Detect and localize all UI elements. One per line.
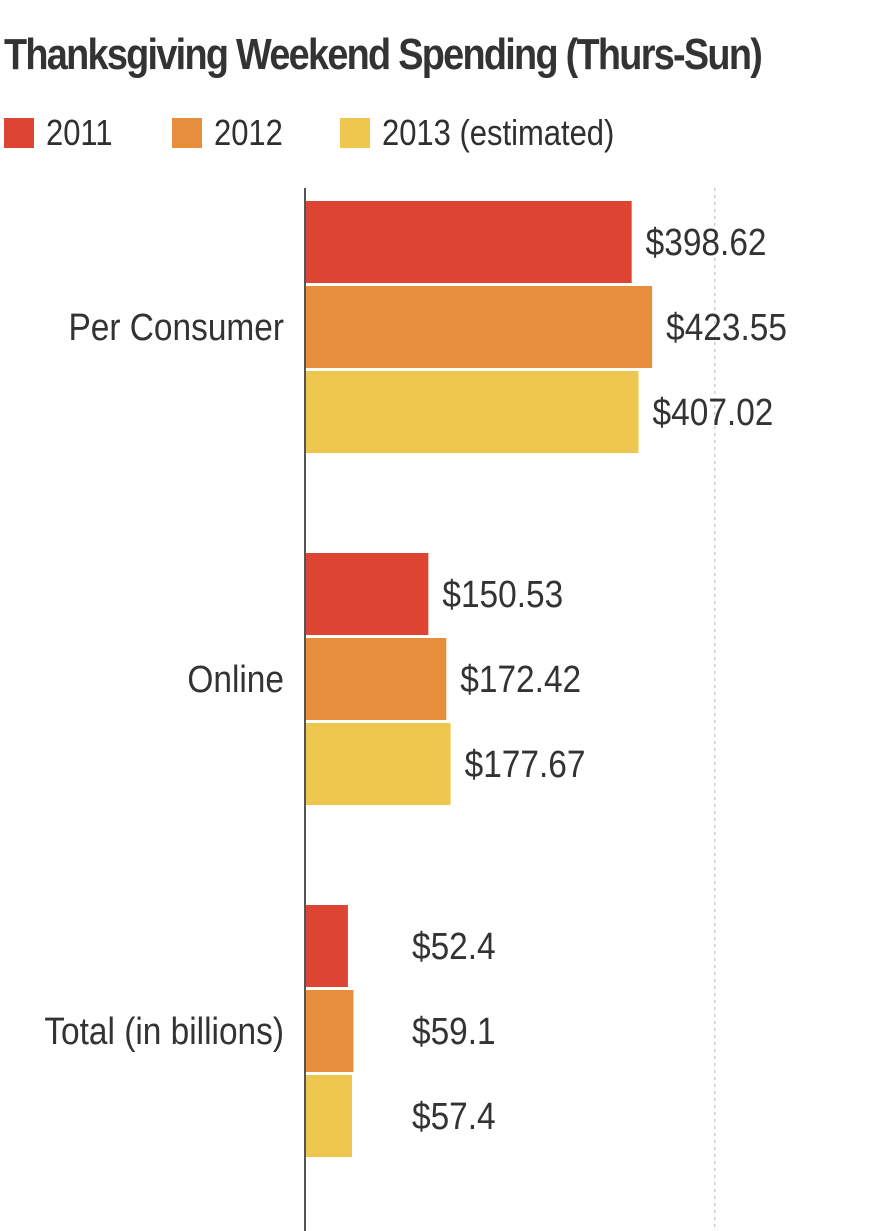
value-label: $150.53 bbox=[442, 573, 563, 615]
legend-swatch-2012 bbox=[172, 118, 202, 148]
legend-label-2012: 2012 bbox=[214, 112, 283, 153]
bar-online-2012 bbox=[305, 638, 447, 720]
value-label: $57.4 bbox=[412, 1095, 496, 1137]
category-label: Per Consumer bbox=[68, 306, 284, 348]
value-label: $423.55 bbox=[666, 306, 787, 348]
bar-online-2011 bbox=[305, 553, 429, 635]
value-label: $177.67 bbox=[465, 743, 586, 785]
legend-label-2011: 2011 bbox=[46, 112, 113, 153]
value-label: $172.42 bbox=[460, 658, 581, 700]
legend-swatch-2013 bbox=[340, 118, 370, 148]
bar-per-consumer-2011 bbox=[305, 201, 632, 283]
bar-total-in-billions-2011 bbox=[305, 905, 348, 987]
value-label: $398.62 bbox=[646, 221, 767, 263]
value-label: $407.02 bbox=[653, 391, 774, 433]
bar-total-in-billions-2012 bbox=[305, 990, 354, 1072]
value-label: $52.4 bbox=[412, 925, 496, 967]
bar-per-consumer-2012 bbox=[305, 286, 653, 368]
legend: 2011 2012 2013 (estimated) bbox=[0, 108, 880, 156]
category-label: Online bbox=[187, 658, 284, 700]
bar-per-consumer-2013 bbox=[305, 371, 639, 453]
bar-total-in-billions-2013 bbox=[305, 1075, 353, 1157]
value-label: $59.1 bbox=[412, 1010, 496, 1052]
chart-title: Thanksgiving Weekend Spending (Thurs-Sun… bbox=[4, 30, 763, 79]
legend-swatch-2011 bbox=[4, 118, 34, 148]
category-label: Total (in billions) bbox=[44, 1010, 284, 1052]
bar-online-2013 bbox=[305, 723, 451, 805]
legend-label-2013: 2013 (estimated) bbox=[382, 112, 615, 153]
